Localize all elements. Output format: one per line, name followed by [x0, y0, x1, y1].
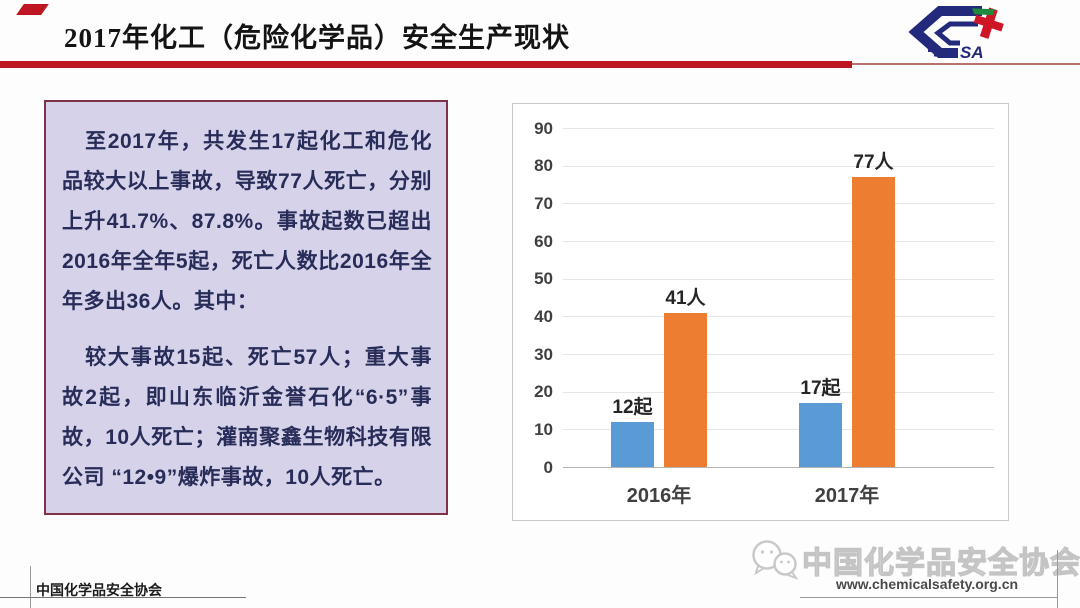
accent-mark	[16, 4, 49, 15]
gridline	[563, 128, 994, 129]
footer-left-text: 中国化学品安全协会	[36, 582, 162, 598]
y-axis-tick-label: 90	[534, 118, 553, 138]
bar-value-label: 41人	[665, 287, 706, 309]
gridline	[563, 316, 994, 318]
footer-org-text: 中国化学品安全协会	[801, 546, 1080, 580]
footer-left-vline	[30, 566, 31, 608]
gridline	[563, 429, 994, 431]
footer-url: www.chemicalsafety.org.cn	[835, 576, 1019, 592]
bar-2017年-起	[799, 402, 842, 467]
x-axis-category-label: 2017年	[814, 485, 880, 507]
bar-value-label: 17起	[800, 377, 841, 399]
y-axis-tick-label: 10	[534, 419, 553, 439]
wechat-icon	[752, 540, 799, 581]
footer-right-rule	[800, 597, 1057, 598]
bar-2016年-起	[611, 421, 654, 467]
y-axis-tick-label: 60	[534, 231, 553, 251]
y-axis-tick-label: 50	[534, 269, 553, 289]
gridline	[563, 278, 994, 280]
bar-value-label: 77人	[853, 151, 894, 173]
page-title: 2017年化工（危险化学品）安全生产现状	[64, 23, 570, 53]
y-axis-tick-label: 40	[534, 306, 553, 326]
bar-chart: 0 10 20 30 40 50 60 70 80 90 12起 41人 2016年 17起 77人 2017…	[512, 103, 1009, 521]
y-axis-tick-label: 70	[534, 193, 553, 213]
gridline	[563, 203, 994, 205]
svg-text:SA: SA	[960, 43, 984, 60]
gridline	[563, 391, 994, 393]
info-box: 至2017年，共发生17起化工和危化品较大以上事故，导致77人死亡，分别上升41…	[44, 100, 448, 515]
x-axis-line	[563, 467, 994, 468]
y-axis-tick-label: 20	[534, 382, 553, 402]
gridline	[563, 165, 994, 167]
title-divider-thin	[852, 63, 1080, 65]
gridline	[563, 354, 994, 355]
gridline	[563, 241, 994, 242]
y-axis-tick-label: 80	[534, 156, 553, 176]
footer-right-vline	[1057, 550, 1058, 608]
bar-2017年-人	[852, 176, 895, 467]
ccsa-logo-icon: SA	[908, 6, 1004, 60]
y-axis-tick-label: 0	[543, 457, 553, 477]
title-divider-thick	[0, 61, 852, 68]
info-paragraph-1: 至2017年，共发生17起化工和危化品较大以上事故，导致77人死亡，分别上升41…	[62, 130, 432, 313]
bar-value-label: 12起	[612, 396, 653, 418]
x-axis-category-label: 2016年	[626, 485, 692, 507]
info-paragraph-2: 较大事故15起、死亡57人；重大事故2起，即山东临沂金誉石化“6·5”事故，10…	[62, 346, 432, 489]
y-axis-tick-label: 30	[534, 344, 553, 364]
footer-left-rule	[0, 597, 246, 598]
bar-2016年-人	[664, 312, 707, 467]
